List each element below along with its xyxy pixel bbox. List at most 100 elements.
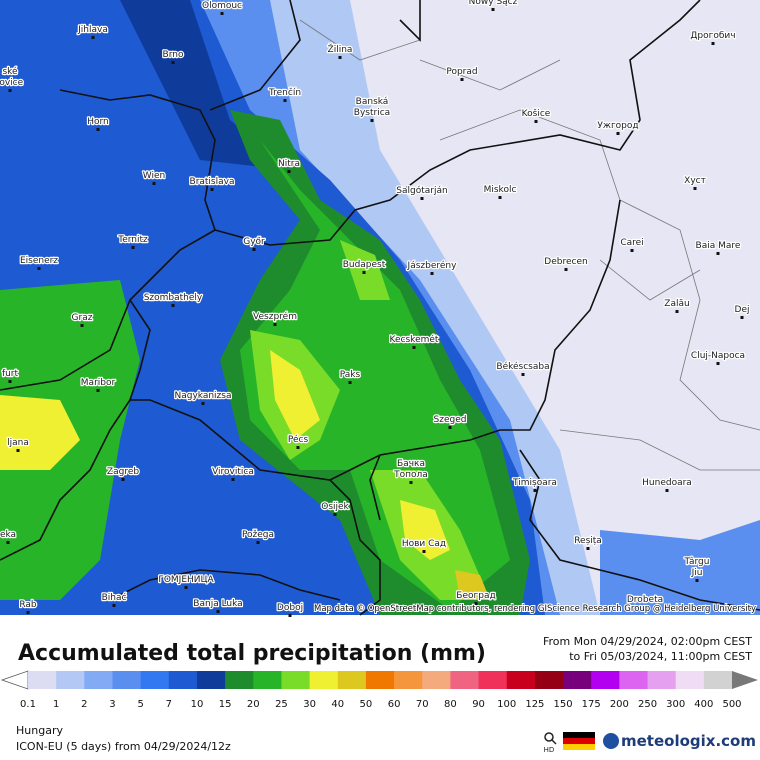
city-marker [37, 267, 41, 270]
city-label: Miskolc [484, 185, 517, 195]
colorbar-swatch [112, 671, 142, 689]
flag [563, 744, 595, 750]
city-marker [564, 268, 568, 271]
city-label: Хуст [684, 176, 706, 186]
city-label: Virovitica [212, 467, 254, 477]
colorbar-swatch [84, 671, 113, 689]
city-marker [287, 170, 291, 173]
colorbar-label: 40 [331, 699, 344, 710]
brand: meteologix.com [621, 732, 756, 750]
title: Accumulated total precipitation (mm) [18, 641, 486, 666]
city-marker [171, 61, 175, 64]
city-label: Hunedoara [642, 478, 692, 488]
search-icon [544, 732, 554, 742]
city-marker [131, 246, 135, 249]
city-marker [171, 304, 175, 307]
colorbar-label: 1 [53, 699, 59, 710]
colorbar-swatch [534, 671, 564, 689]
city-marker [412, 346, 416, 349]
colorbar-label: 100 [497, 699, 516, 710]
city-marker [288, 614, 292, 617]
colorbar-swatch [281, 671, 311, 689]
city-label: Szeged [434, 415, 467, 425]
colorbar-swatch [591, 671, 620, 689]
city-label: Jihlava [77, 25, 108, 35]
hd-label: HD [544, 746, 555, 754]
city-label: Cluj-Napoca [691, 351, 745, 361]
city-label: Bratislava [190, 177, 235, 187]
city-label: Bystrica [354, 108, 390, 118]
city-label: Veszprém [253, 311, 297, 322]
city-marker [498, 196, 502, 199]
city-label: Maribor [81, 378, 116, 388]
city-marker [296, 446, 300, 449]
city-label: ГОМЈЕНИЦА [158, 575, 214, 585]
city-marker [695, 579, 699, 582]
colorbar-swatch [28, 671, 57, 689]
colorbar-swatch [703, 671, 733, 689]
logo: HD meteologix.com [544, 732, 756, 754]
city-label: Doboj [277, 603, 303, 613]
city-label: Banská [356, 97, 389, 107]
city-marker [409, 481, 413, 484]
city-label: ské [2, 66, 18, 77]
city-label: Trenčín [268, 87, 301, 98]
city-label: Ternitz [117, 235, 148, 245]
city-marker [675, 310, 679, 313]
colorbar-label: 0.1 [20, 699, 36, 710]
colorbar-label: 30 [303, 699, 316, 710]
city-marker [283, 99, 287, 102]
colorbar-swatch [196, 671, 226, 689]
attribution: Map data © OpenStreetMap contributors, r… [314, 604, 756, 614]
city-marker [711, 42, 715, 45]
city-label: Nitra [278, 159, 300, 169]
precip-area [0, 395, 80, 470]
city-label: Бачка [397, 459, 425, 469]
colorbar-swatch [675, 671, 705, 689]
colorbar-label: 500 [722, 699, 741, 710]
city-label: Wien [143, 171, 165, 181]
city-label: Zalău [664, 299, 689, 309]
city-marker [420, 197, 424, 200]
colorbar-swatch [140, 671, 170, 689]
country-border [59, 0, 701, 246]
colorbar-swatch [337, 671, 367, 689]
city-label: Jászberény [407, 260, 458, 271]
city-label: Топола [393, 470, 428, 480]
colorbar-label: 10 [191, 699, 204, 710]
city-label: Salgótarján [396, 185, 447, 196]
country-border [0, 399, 760, 616]
precip-area [600, 520, 760, 615]
colorbar-swatch [309, 671, 339, 689]
city-marker [273, 323, 277, 326]
city-label: Brno [163, 50, 184, 60]
city-label: Požega [242, 530, 274, 540]
city-label: furt [2, 369, 19, 379]
city-label: Дрогобич [690, 31, 735, 41]
country-border [209, 0, 421, 111]
city-marker [121, 478, 125, 481]
city-label: Horn [87, 117, 109, 127]
city-label: Olomouc [202, 1, 242, 11]
colorbar-label: 3 [109, 699, 115, 710]
city-marker [256, 541, 260, 544]
city-label: Târgu [684, 557, 710, 567]
city-marker [521, 373, 525, 376]
city-marker [201, 402, 205, 405]
city-label: Carei [620, 238, 643, 248]
colorbar-end [0, 670, 29, 690]
colorbar-label: 15 [219, 699, 232, 710]
city-label: Poprad [446, 67, 477, 77]
colorbar-swatch [56, 671, 85, 689]
colorbar-end [732, 671, 758, 689]
city-marker [448, 426, 452, 429]
city-marker [586, 547, 590, 550]
colorbar-label: 70 [416, 699, 429, 710]
colorbar-swatch [506, 671, 536, 689]
city-label: ljana [7, 438, 29, 448]
city-marker [716, 252, 720, 255]
city-label: Bihać [102, 592, 127, 603]
city-marker [491, 8, 495, 11]
colorbar-swatch [619, 671, 649, 689]
city-label: Jiu [691, 568, 703, 578]
